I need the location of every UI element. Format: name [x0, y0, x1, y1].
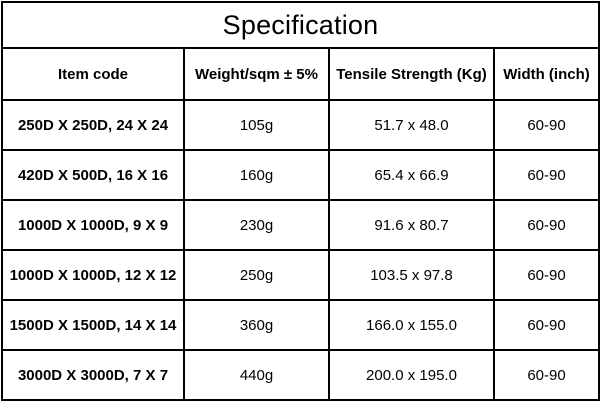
- weight-cell: 105g: [183, 99, 330, 151]
- item-code-cell: 250D X 250D, 24 X 24: [1, 99, 185, 151]
- table-title: Specification: [0, 1, 600, 49]
- weight-cell: 250g: [183, 249, 330, 301]
- tensile-strength-cell: 91.6 x 80.7: [328, 199, 495, 251]
- tensile-strength-cell: 200.0 x 195.0: [328, 349, 495, 401]
- width-cell: 60-90: [492, 349, 600, 401]
- width-cell: 60-90: [492, 199, 600, 251]
- tensile-strength-cell: 166.0 x 155.0: [328, 299, 495, 351]
- table-row: 1000D X 1000D, 12 X 12 250g 103.5 x 97.8…: [1, 249, 600, 301]
- weight-cell: 360g: [183, 299, 330, 351]
- header-tensile-strength: Tensile Strength (Kg): [328, 47, 495, 101]
- width-cell: 60-90: [492, 299, 600, 351]
- table-row: 3000D X 3000D, 7 X 7 440g 200.0 x 195.0 …: [1, 349, 600, 401]
- item-code-cell: 1000D X 1000D, 12 X 12: [1, 249, 185, 301]
- weight-cell: 230g: [183, 199, 330, 251]
- table-row: 250D X 250D, 24 X 24 105g 51.7 x 48.0 60…: [1, 99, 600, 151]
- width-cell: 60-90: [492, 99, 600, 151]
- title-row: Specification: [0, 1, 600, 49]
- item-code-cell: 420D X 500D, 16 X 16: [1, 149, 185, 201]
- tensile-strength-cell: 51.7 x 48.0: [328, 99, 495, 151]
- header-width: Width (inch): [492, 47, 600, 101]
- weight-cell: 160g: [183, 149, 330, 201]
- item-code-cell: 1500D X 1500D, 14 X 14: [1, 299, 185, 351]
- tensile-strength-cell: 65.4 x 66.9: [328, 149, 495, 201]
- table-row: 420D X 500D, 16 X 16 160g 65.4 x 66.9 60…: [1, 149, 600, 201]
- width-cell: 60-90: [492, 149, 600, 201]
- table-row: 1500D X 1500D, 14 X 14 360g 166.0 x 155.…: [1, 299, 600, 351]
- weight-cell: 440g: [183, 349, 330, 401]
- width-cell: 60-90: [492, 249, 600, 301]
- item-code-cell: 1000D X 1000D, 9 X 9: [1, 199, 185, 251]
- item-code-cell: 3000D X 3000D, 7 X 7: [1, 349, 185, 401]
- header-item-code: Item code: [1, 47, 185, 101]
- header-weight: Weight/sqm ± 5%: [183, 47, 330, 101]
- tensile-strength-cell: 103.5 x 97.8: [328, 249, 495, 301]
- header-row: Item code Weight/sqm ± 5% Tensile Streng…: [1, 47, 600, 101]
- table-row: 1000D X 1000D, 9 X 9 230g 91.6 x 80.7 60…: [1, 199, 600, 251]
